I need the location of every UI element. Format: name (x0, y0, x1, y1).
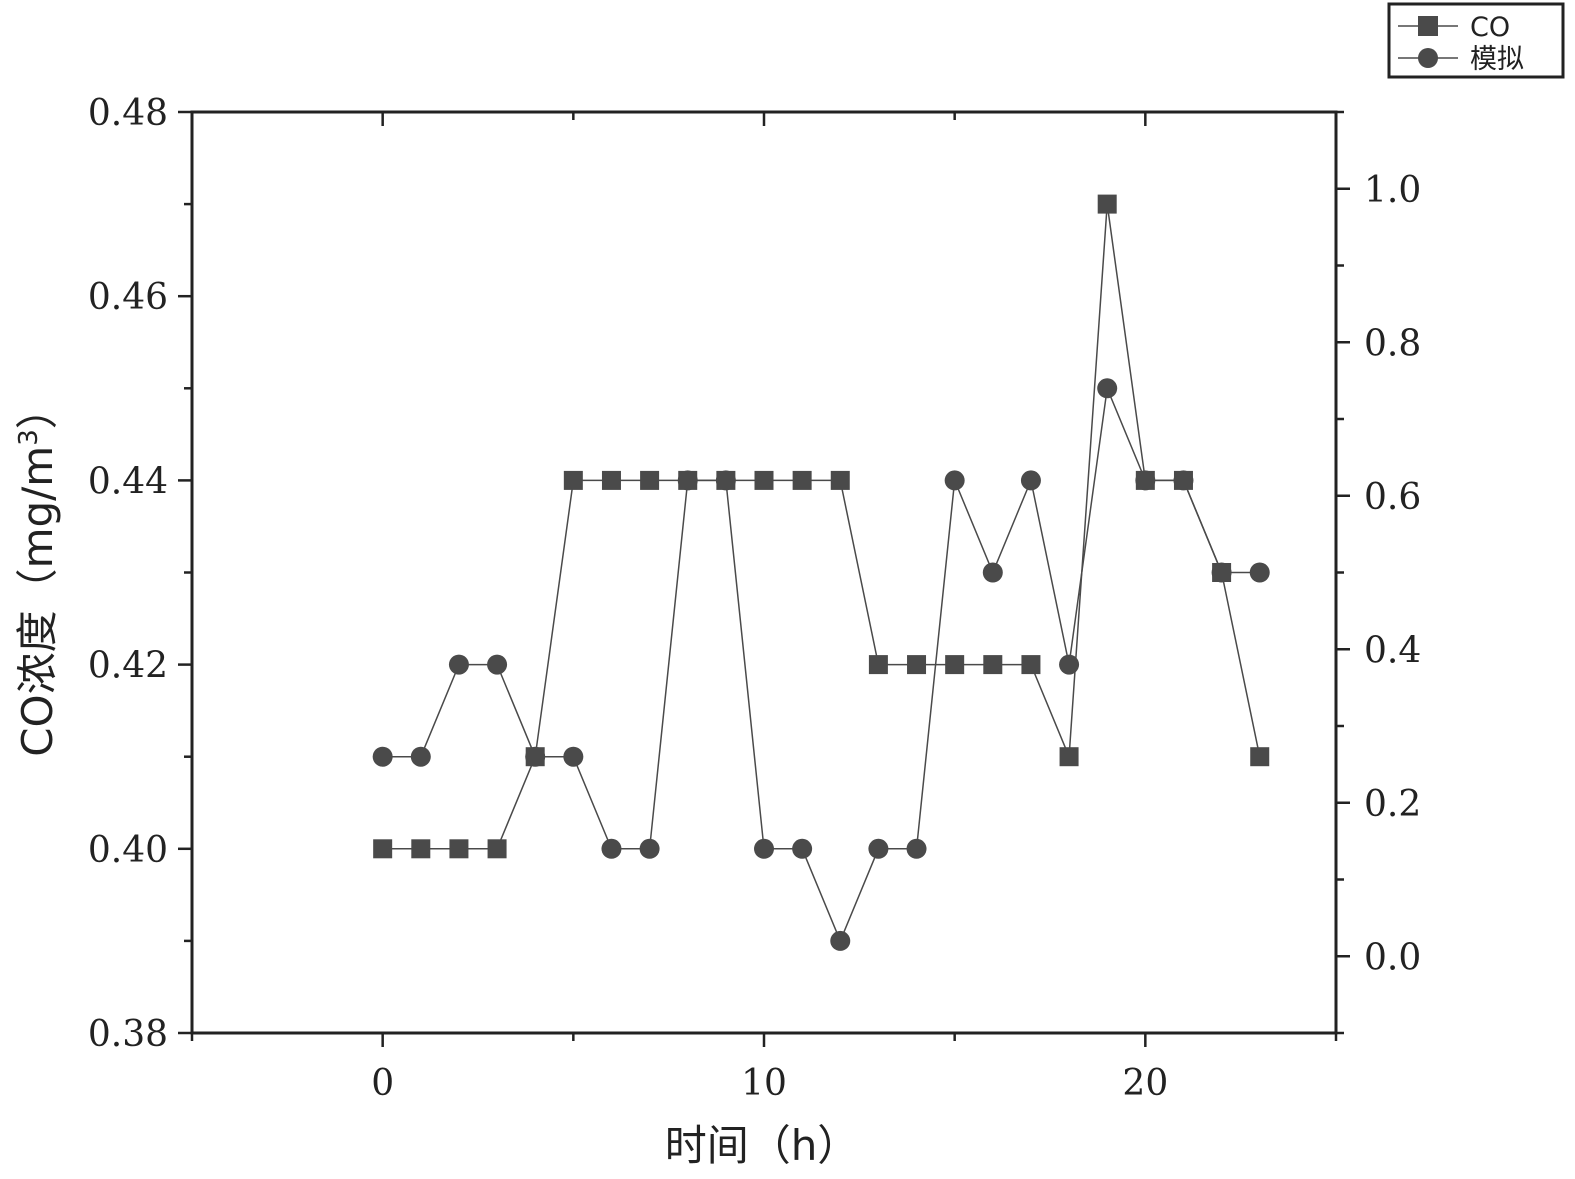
sim-point (448, 654, 469, 675)
y-left-tick-label: 0.40 (88, 830, 168, 871)
co-point (601, 470, 621, 490)
co-point (449, 839, 469, 859)
x-tick-label: 20 (1122, 1063, 1168, 1104)
co-point (754, 470, 774, 490)
legend: CO 模拟 (1387, 2, 1565, 79)
y-left-tick-label: 0.42 (88, 646, 168, 687)
co-point (487, 839, 507, 859)
sim-point (639, 838, 660, 859)
co-point (411, 839, 431, 859)
x-tick-label: 0 (371, 1063, 394, 1104)
sim-point (1020, 470, 1041, 491)
co-point (945, 655, 965, 675)
legend-label-sim: 模拟 (1470, 44, 1524, 75)
co-point (830, 470, 850, 490)
y-left-axis-ticks: 0.38 0.40 0.42 0.44 0.46 0.48 (88, 93, 192, 1055)
sim-point (487, 654, 508, 675)
sim-point (715, 470, 736, 491)
y-right-tick-label: 0.2 (1364, 784, 1421, 825)
x-axis-title: 时间（h） (665, 1121, 860, 1170)
co-point (373, 839, 393, 859)
sim-point (754, 838, 774, 859)
co-point (1097, 194, 1117, 214)
series-layer (372, 194, 1270, 951)
y-right-tick-label: 0.4 (1364, 630, 1421, 671)
co-point (640, 470, 660, 490)
y-left-tick-label: 0.38 (88, 1014, 168, 1055)
co-point (907, 655, 927, 675)
sim-point (868, 838, 889, 859)
co-point (1059, 747, 1079, 767)
y-axis-title-suffix: ） (13, 387, 62, 429)
co-point (1250, 747, 1270, 767)
sim-point (982, 562, 1003, 583)
y-right-tick-label: 0.0 (1364, 937, 1421, 978)
co-point (563, 470, 583, 490)
series-line-1 (382, 385, 1260, 943)
y-right-axis-ticks: 0.0 0.2 0.4 0.6 0.8 1.0 (1336, 110, 1421, 1035)
legend-marker-sim (1418, 48, 1438, 68)
y-right-tick-label: 0.6 (1364, 477, 1421, 518)
plot-frame (190, 110, 1338, 1035)
y-right-tick-label: 0.8 (1364, 323, 1421, 364)
series-line-0 (382, 203, 1261, 850)
legend-label-co: CO (1470, 12, 1510, 43)
sim-point (1135, 470, 1156, 491)
sim-point (372, 746, 393, 767)
y-axis-title-prefix: CO浓度（mg/m (13, 446, 62, 757)
sim-point (601, 838, 622, 859)
co-point (792, 470, 812, 490)
co-point (983, 655, 1003, 675)
sim-point (525, 746, 546, 767)
sim-point (1249, 562, 1270, 583)
legend-marker-co (1418, 16, 1438, 36)
sim-point (792, 838, 813, 859)
sim-point (410, 746, 431, 767)
y-right-tick-label: 1.0 (1364, 170, 1421, 211)
co-point (1021, 655, 1041, 675)
x-axis-ticks: 0 10 20 (190, 112, 1338, 1104)
y-axis-title-sup: 3 (14, 429, 44, 446)
y-left-tick-label: 0.46 (88, 277, 168, 318)
y-left-tick-label: 0.44 (88, 461, 168, 502)
sim-point (563, 746, 584, 767)
sim-point (1211, 562, 1232, 583)
sim-point (677, 470, 698, 491)
sim-point (1173, 470, 1194, 491)
co-point (868, 655, 888, 675)
x-tick-label: 10 (741, 1063, 787, 1104)
y-left-tick-label: 0.48 (88, 93, 168, 134)
y-axis-title: CO浓度（mg/m3） (13, 387, 62, 757)
sim-point (1059, 654, 1080, 675)
sim-point (1097, 378, 1118, 399)
sim-point (944, 470, 965, 491)
sim-point (830, 930, 851, 951)
sim-point (906, 838, 927, 859)
